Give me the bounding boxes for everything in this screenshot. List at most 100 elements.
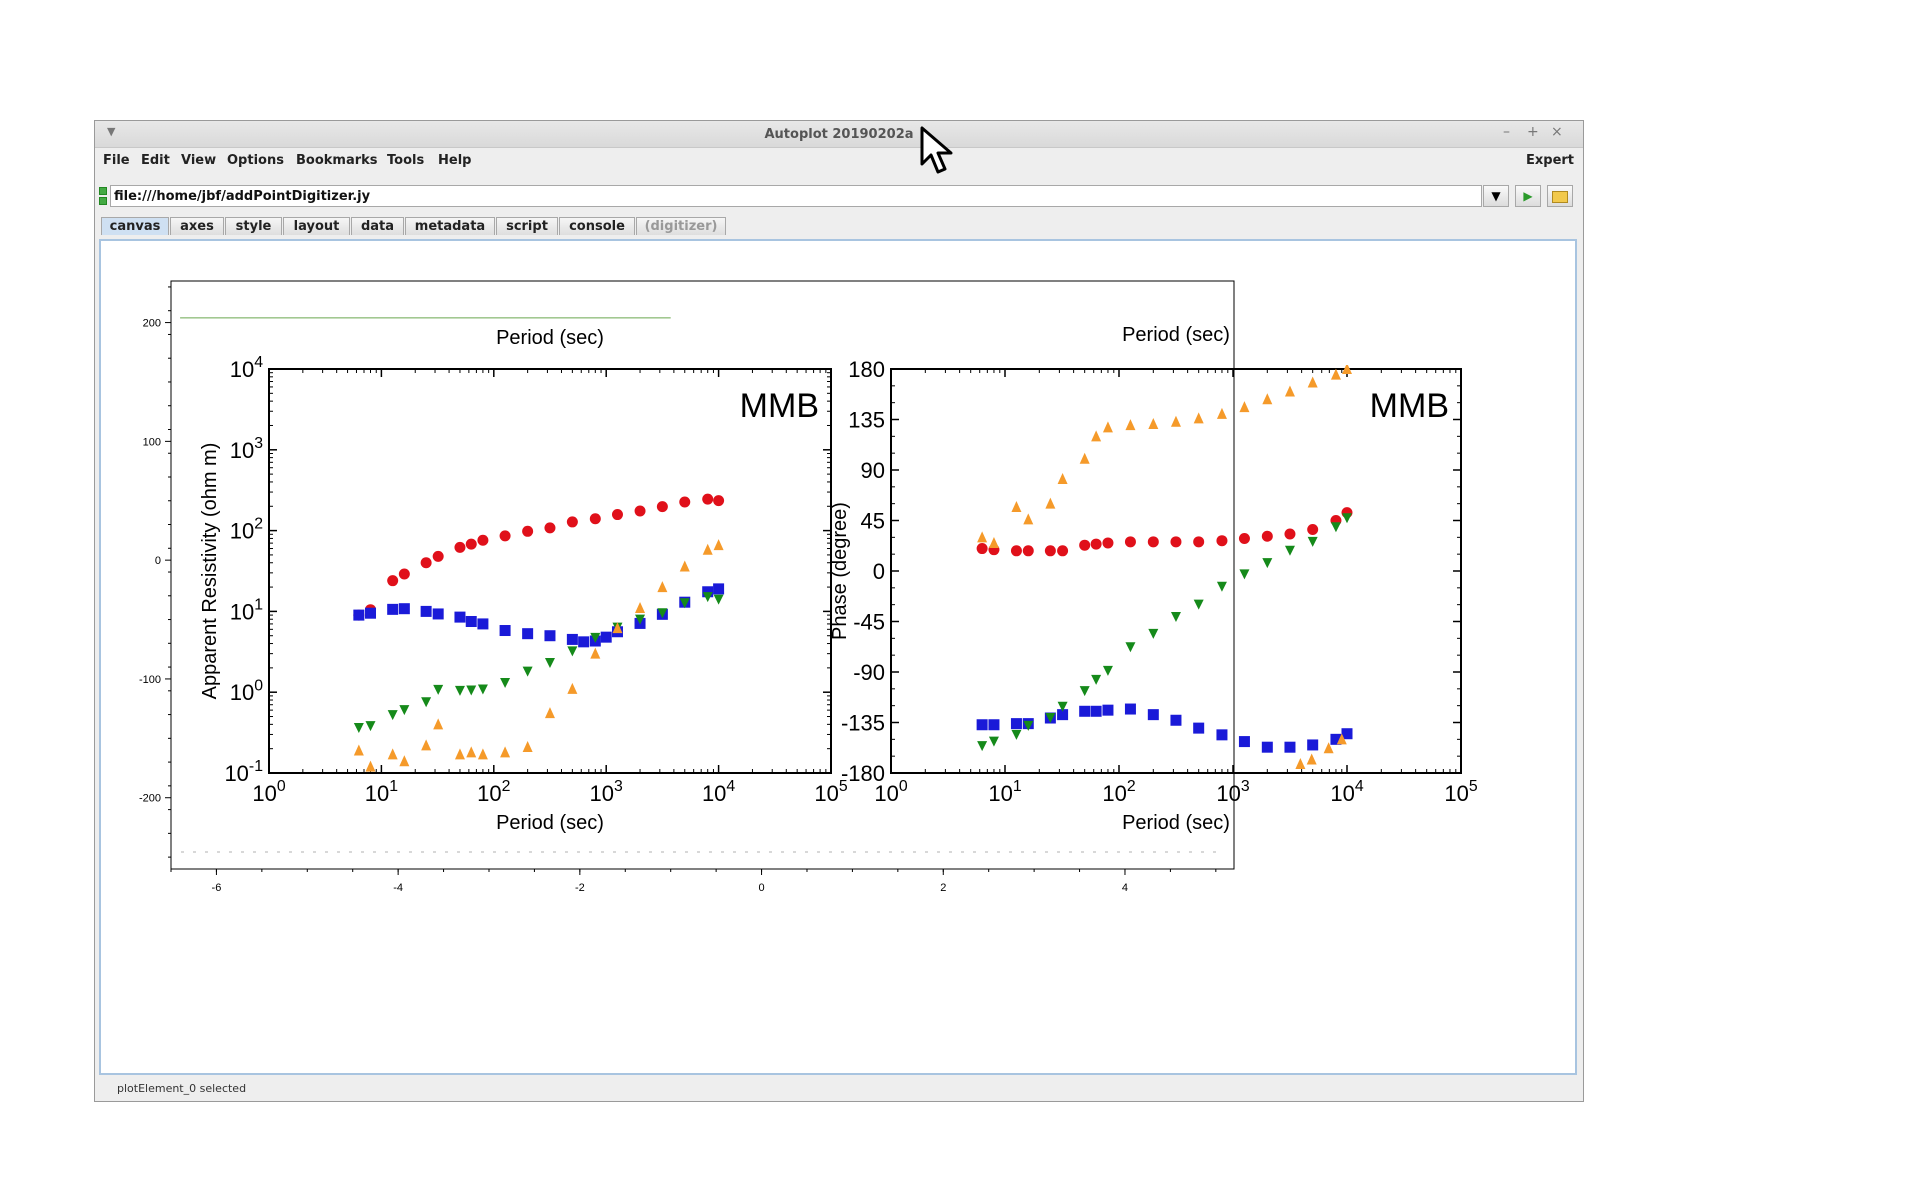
resistivity-xlabel: Period (sec) bbox=[496, 812, 604, 834]
maximize-icon[interactable]: + bbox=[1527, 124, 1539, 140]
x-tick-label: 2 bbox=[940, 882, 946, 894]
title-bar[interactable]: ▼ Autoplot 20190202a – + × bbox=[95, 121, 1583, 148]
resistivity-ylabel: Apparent Resistivity (ohm m) bbox=[199, 443, 221, 700]
data-point bbox=[589, 513, 601, 525]
x-tick-label: 102 bbox=[477, 778, 510, 806]
data-point bbox=[522, 666, 533, 677]
data-point bbox=[420, 605, 432, 617]
data-point bbox=[1295, 758, 1306, 770]
data-point bbox=[1216, 535, 1228, 547]
resistivity-top-xlabel: Period (sec) bbox=[496, 327, 604, 349]
data-point bbox=[702, 493, 714, 505]
menu-options[interactable]: Options bbox=[227, 153, 284, 168]
data-point bbox=[1307, 376, 1318, 388]
tab-canvas[interactable]: canvas bbox=[101, 217, 169, 235]
data-point bbox=[477, 684, 488, 695]
data-point bbox=[1057, 472, 1068, 484]
data-point bbox=[1342, 513, 1352, 524]
mouse-cursor-icon bbox=[920, 126, 953, 174]
outer-plot-frame bbox=[170, 280, 1235, 870]
data-point bbox=[1147, 709, 1159, 721]
folder-icon bbox=[1552, 191, 1568, 203]
menu-edit[interactable]: Edit bbox=[141, 153, 170, 168]
data-point bbox=[522, 628, 534, 640]
menu-file[interactable]: File bbox=[103, 153, 130, 168]
x-tick-label: 4 bbox=[1122, 882, 1128, 894]
data-point bbox=[1193, 722, 1205, 734]
data-point bbox=[590, 647, 601, 659]
menu-tools[interactable]: Tools bbox=[387, 153, 425, 168]
close-icon[interactable]: × bbox=[1551, 124, 1563, 140]
data-point bbox=[1193, 599, 1204, 610]
browse-button[interactable] bbox=[1547, 185, 1573, 207]
x-tick-label: -4 bbox=[393, 882, 403, 894]
data-point bbox=[977, 531, 988, 543]
data-point bbox=[1148, 628, 1159, 639]
data-point bbox=[1023, 720, 1034, 731]
data-point bbox=[1170, 612, 1181, 623]
data-point bbox=[578, 636, 590, 648]
x-tick-label: -2 bbox=[575, 882, 585, 894]
data-point bbox=[1284, 528, 1296, 540]
data-point bbox=[477, 748, 488, 760]
data-point bbox=[567, 646, 578, 657]
go-button[interactable]: ▶ bbox=[1515, 185, 1541, 207]
data-point bbox=[1262, 558, 1273, 569]
data-point bbox=[713, 583, 725, 595]
data-point bbox=[500, 746, 511, 758]
data-point bbox=[590, 632, 601, 643]
y-tick-label: -200 bbox=[139, 793, 161, 805]
data-point bbox=[1148, 417, 1159, 429]
data-point bbox=[1323, 742, 1334, 754]
data-point bbox=[421, 739, 432, 751]
data-point bbox=[1261, 741, 1273, 753]
data-point bbox=[567, 682, 578, 694]
data-point bbox=[1330, 522, 1341, 533]
data-point bbox=[1193, 412, 1204, 424]
data-point bbox=[600, 631, 612, 643]
tab-console[interactable]: console bbox=[559, 217, 635, 235]
data-point bbox=[399, 705, 410, 716]
data-point bbox=[353, 609, 365, 621]
data-point bbox=[365, 760, 376, 772]
plot-canvas[interactable]: 200 100 0 -100 -200 -6 -4 -2 0 2 4 100 101 102 103 104 1… bbox=[101, 241, 1575, 1073]
x-tick-label: 100 bbox=[252, 778, 285, 806]
data-point bbox=[1284, 385, 1295, 397]
data-point bbox=[1238, 532, 1250, 544]
tab-data[interactable]: data bbox=[351, 217, 404, 235]
url-dropdown-button[interactable]: ▼ bbox=[1483, 185, 1509, 207]
window-menu-icon[interactable]: ▼ bbox=[107, 125, 116, 138]
tab-style[interactable]: style bbox=[225, 217, 282, 235]
data-point bbox=[365, 607, 377, 619]
data-point bbox=[1090, 538, 1102, 550]
tab-axes[interactable]: axes bbox=[170, 217, 224, 235]
minimize-icon[interactable]: – bbox=[1503, 124, 1510, 140]
menu-help[interactable]: Help bbox=[438, 153, 472, 168]
data-point bbox=[1341, 728, 1353, 740]
tab-digitizer[interactable]: (digitizer) bbox=[636, 217, 726, 235]
expert-menu[interactable]: Expert bbox=[1526, 153, 1575, 168]
data-point bbox=[713, 594, 724, 605]
menu-bookmarks[interactable]: Bookmarks bbox=[296, 153, 378, 168]
status-bar: plotElement_0 selected bbox=[117, 1082, 247, 1095]
tab-script[interactable]: script bbox=[496, 217, 558, 235]
data-point bbox=[1102, 665, 1113, 676]
tab-layout[interactable]: layout bbox=[283, 217, 350, 235]
y-tick-label: -90 bbox=[853, 660, 885, 685]
tab-metadata[interactable]: metadata bbox=[405, 217, 495, 235]
canvas-panel[interactable]: 200 100 0 -100 -200 -6 -4 -2 0 2 4 100 101 102 103 104 1… bbox=[99, 239, 1577, 1075]
data-point bbox=[1216, 581, 1227, 592]
data-point bbox=[1010, 545, 1022, 557]
data-point bbox=[465, 615, 477, 627]
menu-view[interactable]: View bbox=[181, 153, 217, 168]
data-point bbox=[1239, 401, 1250, 413]
dataset-status-icon bbox=[99, 187, 107, 205]
data-point bbox=[679, 598, 690, 609]
data-point bbox=[1336, 733, 1347, 745]
x-tick-label: 101 bbox=[365, 778, 398, 806]
data-point bbox=[1216, 407, 1227, 419]
data-point bbox=[656, 501, 668, 513]
url-input[interactable]: file:///home/jbf/addPointDigitizer.jy bbox=[110, 185, 1482, 207]
y-tick-label: 100 bbox=[230, 677, 263, 705]
data-point bbox=[702, 592, 713, 603]
